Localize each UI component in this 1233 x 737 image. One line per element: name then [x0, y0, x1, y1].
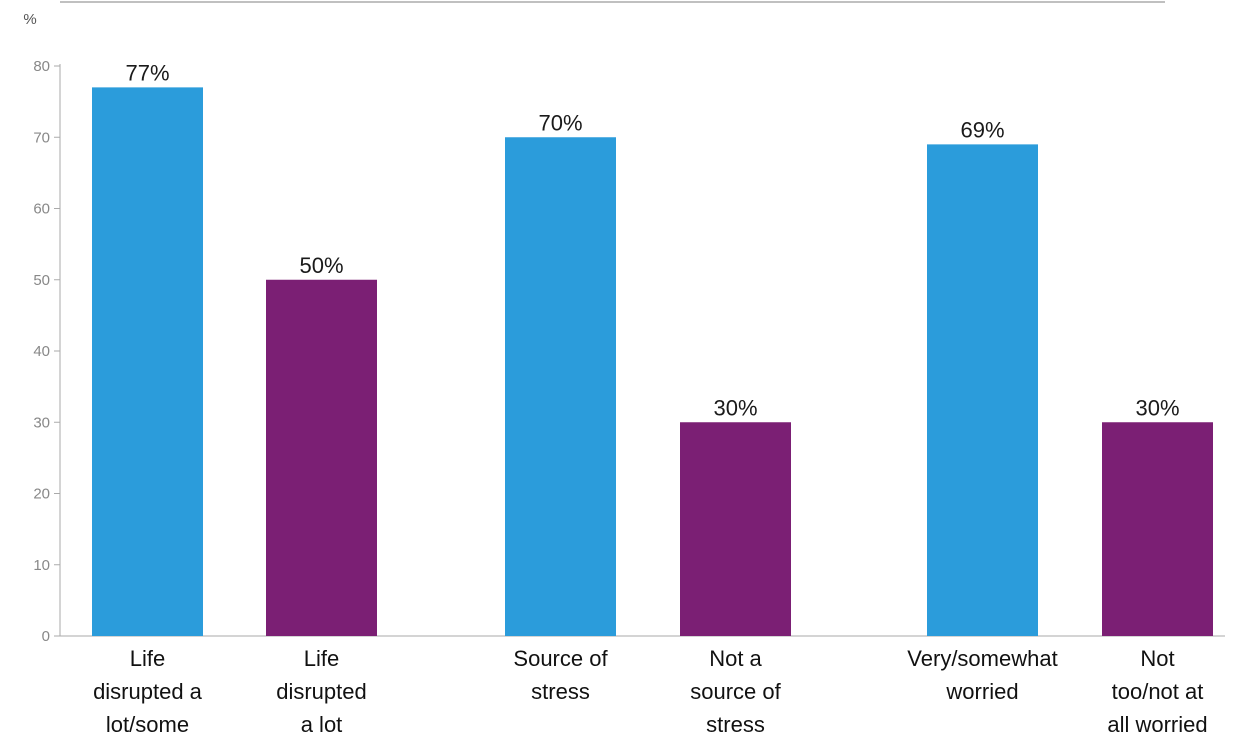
bar-value-label: 30%	[1135, 395, 1179, 420]
category-label: Source of stress	[513, 646, 608, 704]
bar	[92, 87, 203, 636]
y-tick-label: 0	[42, 628, 50, 645]
bar	[1102, 422, 1213, 636]
category-label: Life disrupted a lot/some	[93, 646, 203, 737]
y-tick-label: 40	[33, 343, 50, 360]
category-label: Life disrupted a lot	[276, 646, 367, 737]
bar	[927, 144, 1038, 636]
value-labels: 77% 50% 70% 30% 69% 30%	[125, 60, 1179, 420]
y-tick-label: 80	[33, 58, 50, 75]
category-label: Not a source of stress	[690, 646, 781, 737]
bar	[680, 422, 791, 636]
y-tick-label: 20	[33, 486, 50, 503]
bar-value-label: 77%	[125, 60, 169, 85]
y-tick-label: 30	[33, 414, 50, 431]
y-tick-label: 60	[33, 201, 50, 218]
bar	[266, 279, 377, 636]
bar-value-label: 30%	[713, 395, 757, 420]
y-tick-label: 70	[33, 129, 50, 146]
y-tick-label: 50	[33, 272, 50, 289]
category-label: Very/somewhat worried	[907, 646, 1057, 704]
bar-value-label: 50%	[299, 253, 343, 278]
bar-value-label: 70%	[538, 110, 582, 135]
y-axis-unit-label: %	[23, 11, 36, 28]
bars	[92, 87, 1213, 636]
bar	[505, 137, 616, 636]
bar-value-label: 69%	[960, 117, 1004, 142]
y-axis: 0 10 20 30 40 50 60 70 80	[33, 58, 1225, 645]
category-labels: Life disrupted a lot/some Life disrupted a lo…	[93, 646, 1208, 737]
category-label: Not too/not at all worried	[1107, 646, 1207, 737]
y-tick-label: 10	[33, 557, 50, 574]
